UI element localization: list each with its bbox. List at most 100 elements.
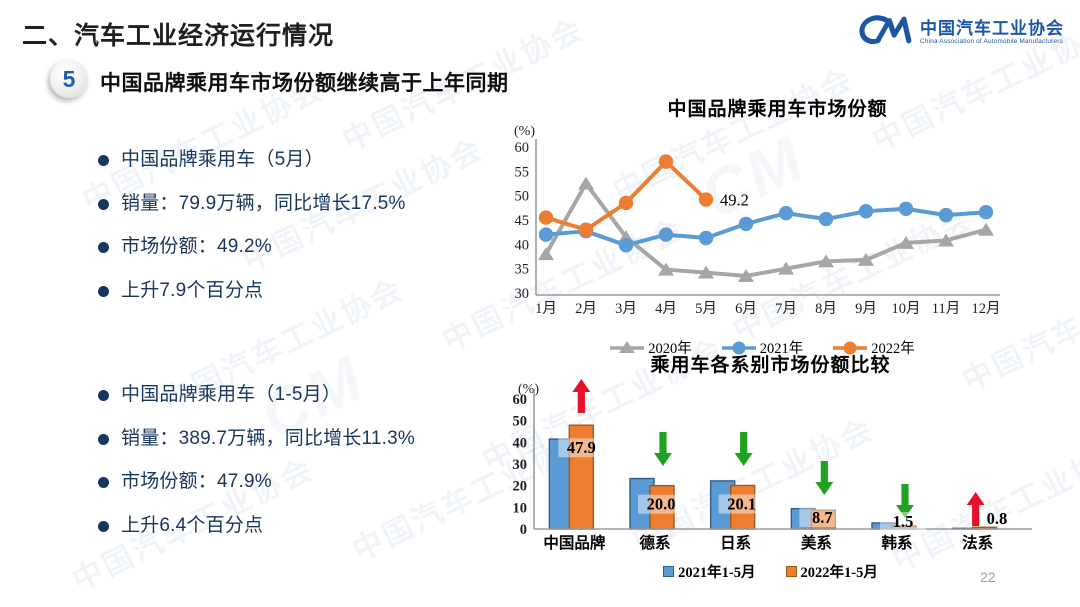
legend-item: 2021年	[721, 337, 804, 358]
y-tick-label: 30	[513, 457, 528, 473]
list-item: 上升7.9个百分点	[98, 279, 508, 304]
bullet-icon	[98, 286, 109, 298]
x-tick-label: 6月	[735, 301, 757, 317]
line-chart-title: 中国品牌乘用车市场份额	[667, 99, 888, 120]
list-item: 销量：79.9万辆，同比增长17.5%	[98, 192, 508, 217]
logo-name-cn: 中国汽车工业协会	[920, 18, 1064, 38]
line-chart-legend: 2020年 2021年 2022年	[500, 337, 1025, 358]
bullet-text: 市场份额：47.9%	[121, 471, 272, 493]
caam-logo-mark-icon	[856, 8, 914, 57]
x-tick-label: 中国品牌	[543, 533, 606, 552]
data-point-marker	[778, 205, 794, 221]
data-point-marker	[778, 261, 794, 275]
y-tick-label: 55	[515, 164, 530, 180]
bullet-icon	[98, 198, 109, 210]
data-point-marker	[858, 252, 874, 266]
y-tick-label: 10	[513, 500, 528, 516]
bullet-icon	[98, 521, 109, 533]
legend-item: 2020年	[610, 337, 692, 358]
x-tick-label: 美系	[801, 533, 832, 552]
x-tick-label: 3月	[615, 301, 637, 317]
bullet-icon	[98, 477, 109, 489]
data-label-bg	[638, 494, 684, 514]
data-point-marker	[858, 204, 874, 219]
legend-swatch-icon	[785, 566, 797, 577]
data-point-marker	[738, 268, 754, 282]
bullet-icon	[98, 433, 109, 445]
data-label-bg	[880, 512, 926, 531]
bullet-text: 中国品牌乘用车（1-5月）	[121, 384, 342, 405]
bullet-text: 销量：79.9万辆，同比增长17.5%	[121, 192, 406, 214]
x-tick-label: 日系	[720, 534, 751, 552]
y-tick-label: 20	[513, 479, 528, 495]
bar-chart-title: 乘用车各系别市场份额比较	[650, 355, 891, 376]
data-point-marker	[898, 201, 914, 217]
data-point-marker	[978, 222, 994, 236]
x-tick-label: 4月	[655, 301, 677, 317]
y-axis-unit-label: (%)	[514, 124, 535, 139]
y-tick-label: 60	[513, 392, 528, 408]
page-title: 二、汽车工业经济运行情况	[22, 22, 335, 50]
bar-chart-legend: 2021年1-5月 2022年1-5月	[498, 561, 1043, 582]
trend-arrow-down-icon	[734, 432, 753, 466]
data-point-marker	[578, 176, 594, 190]
y-tick-label: 0	[520, 522, 527, 538]
bullet-text: 销量：389.7万辆，同比增长11.3%	[121, 427, 416, 449]
legend-label: 2022年	[871, 341, 915, 357]
line-series-2022年	[544, 159, 708, 232]
data-point-marker	[538, 227, 554, 242]
list-item: 上升6.4个百分点	[98, 514, 508, 539]
trend-arrow-down-icon	[896, 484, 914, 518]
legend-marker	[619, 341, 636, 353]
data-point-marker	[658, 262, 674, 276]
legend-label: 2020年	[648, 341, 692, 357]
data-point-marker	[618, 238, 634, 253]
section-heading: 中国品牌乘用车市场份额继续高于上年同期	[100, 72, 509, 95]
y-tick-label: 30	[515, 286, 530, 302]
section-number-badge: 5	[50, 60, 88, 98]
line-chart-panel: 中国品牌乘用车市场份额 (%) 30 35 40 45 50 55 60 1月 2月 3月 4月 5月 6…	[500, 94, 1025, 358]
list-item: 市场份额：49.2%	[98, 235, 508, 260]
legend-marker	[732, 341, 746, 355]
legend-label: 2021年	[759, 341, 804, 357]
y-tick-label: 35	[515, 262, 530, 278]
x-tick-label: 8月	[815, 301, 837, 317]
x-tick-label: 法系	[962, 533, 993, 552]
line-chart-svg: (%) 30 35 40 45 50 55 60 1月 2月 3月 4月 5月 6月 7月 8月 9月 10月 11…	[514, 124, 1001, 317]
x-tick-label: 德系	[639, 533, 670, 552]
trend-arrow-down-icon	[815, 461, 834, 495]
bar-2022-中国品牌	[568, 424, 595, 530]
legend-swatch-icon	[663, 566, 675, 577]
legend-item: 2022年1-5月	[785, 561, 878, 582]
bullet-group-may: 中国品牌乘用车（5月） 销量：79.9万辆，同比增长17.5% 市场份额：49.…	[98, 148, 508, 323]
data-label-bg	[799, 508, 846, 528]
data-label-bg	[718, 494, 765, 514]
y-tick-label: 60	[515, 140, 530, 156]
list-item: 中国品牌乘用车（5月）	[98, 148, 508, 173]
x-tick-label: 10月	[892, 301, 921, 317]
data-point-marker	[938, 233, 954, 247]
data-point-marker	[818, 254, 834, 268]
data-point-marker	[658, 154, 674, 169]
data-label: 0.8	[987, 509, 1008, 528]
bullet-icon	[98, 155, 109, 166]
line-series-2020年	[544, 181, 988, 278]
trend-arrow-down-icon	[654, 432, 672, 466]
circle-marker-icon	[833, 341, 868, 355]
bullet-text: 上升6.4个百分点	[121, 515, 264, 537]
bullet-text: 市场份额：49.2%	[121, 236, 272, 258]
legend-item: 2021年1-5月	[663, 561, 756, 582]
legend-marker	[843, 341, 857, 355]
x-tick-label: 7月	[775, 301, 797, 317]
caam-logo: 中国汽车工业协会 China Association of Automobile…	[856, 8, 1064, 57]
data-label: 1.5	[893, 512, 914, 531]
data-point-marker	[698, 192, 714, 207]
list-item: 销量：389.7万辆，同比增长11.3%	[98, 427, 508, 452]
legend-label: 2022年1-5月	[800, 565, 878, 581]
data-label: 47.9	[567, 438, 596, 457]
list-item: 中国品牌乘用车（1-5月）	[98, 383, 508, 408]
data-label-bg	[558, 438, 605, 458]
bullet-icon	[98, 242, 109, 254]
x-tick-label: 1月	[535, 301, 557, 317]
